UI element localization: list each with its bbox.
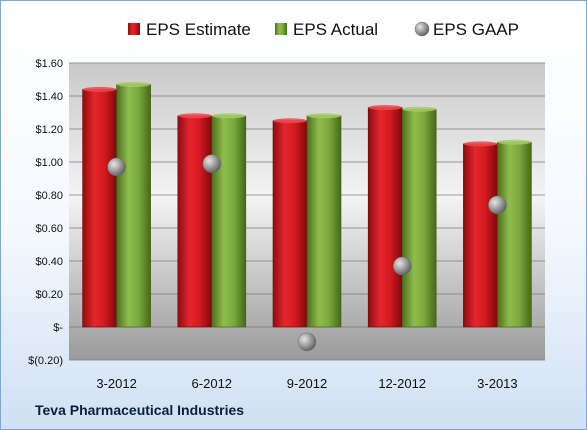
- gaap-marker: [392, 256, 412, 276]
- y-tick-label: $-: [53, 322, 63, 334]
- x-tick-label: 3-2012: [96, 376, 136, 391]
- y-tick-label: $0.60: [35, 223, 63, 235]
- y-tick-label: $1.20: [35, 124, 63, 136]
- x-tick-label: 6-2012: [192, 376, 232, 391]
- estimate-bar: [367, 107, 403, 328]
- y-tick-label: $0.20: [35, 289, 63, 301]
- estimate-bar: [82, 89, 117, 328]
- gaap-marker: [107, 157, 126, 177]
- company-caption: Teva Pharmaceutical Industries: [35, 402, 245, 418]
- x-tick-label: 12-2012: [378, 376, 426, 391]
- gaap-marker: [488, 195, 507, 215]
- legend-label: EPS Estimate: [146, 20, 251, 39]
- estimate-bar-top: [82, 86, 117, 92]
- gaap-marker: [202, 154, 222, 173]
- actual-bar: [401, 108, 437, 328]
- legend-label: EPS Actual: [293, 20, 378, 39]
- estimate-bar: [272, 120, 308, 328]
- estimate-bar-top: [463, 141, 498, 147]
- legend-swatch: [414, 21, 430, 37]
- y-tick-label: $1.60: [35, 58, 63, 70]
- estimate-bar: [463, 143, 498, 328]
- actual-bar-top: [307, 113, 341, 119]
- y-axis-ticks: $1.60 $1.40 $1.20 $1.00 $0.80 $0.60 $0.40 $0.20…: [28, 58, 63, 367]
- legend-swatch: [128, 23, 140, 35]
- y-tick-label: $0.40: [35, 256, 63, 268]
- legend-swatch: [275, 23, 287, 35]
- actual-bar-top: [402, 106, 437, 112]
- legend: EPS Estimate EPS Actual EPS GAAP: [128, 20, 519, 39]
- actual-bar: [211, 115, 247, 328]
- gaap-marker: [297, 332, 317, 352]
- actual-bar: [497, 141, 532, 328]
- gaap-markers: [107, 154, 507, 352]
- x-tick-label: 9-2012: [287, 376, 327, 391]
- bars: [82, 81, 532, 328]
- y-tick-label: $1.40: [35, 91, 63, 103]
- actual-bar-top: [211, 113, 246, 119]
- y-tick-label: $0.80: [35, 190, 63, 202]
- actual-bar-top: [497, 139, 532, 145]
- actual-bar: [306, 115, 342, 328]
- x-axis-ticks: 3-2012 6-2012 9-2012 12-2012 3-2013: [96, 376, 517, 391]
- actual-bar-top: [116, 81, 151, 87]
- y-tick-label: $1.00: [35, 157, 63, 169]
- estimate-bar-top: [368, 105, 403, 111]
- estimate-bar: [177, 115, 213, 328]
- estimate-bar-top: [273, 118, 307, 124]
- legend-label: EPS GAAP: [433, 20, 519, 39]
- actual-bar: [116, 84, 151, 328]
- estimate-bar-top: [177, 113, 212, 119]
- y-tick-label: $(0.20): [28, 355, 63, 367]
- x-tick-label: 3-2013: [477, 376, 517, 391]
